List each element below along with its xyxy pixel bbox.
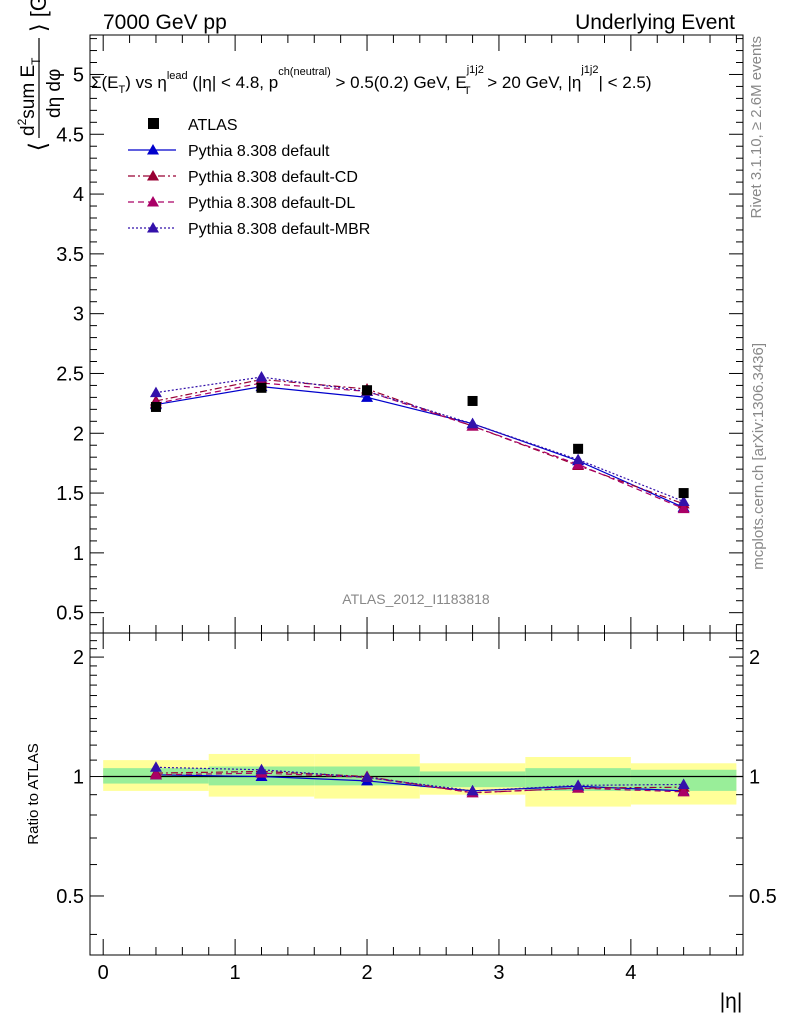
main-series-marker: [149, 386, 162, 398]
ratio-series-marker: [677, 785, 690, 797]
legend-entry-label: Pythia 8.308 default-MBR: [188, 221, 370, 238]
svg-text:⟨: ⟨: [25, 142, 52, 151]
ratio-ytick-label: 2: [73, 647, 84, 669]
legend: ATLAS Pythia 8.308 default Pythia 8.308 de…: [128, 117, 370, 238]
ratio-series-marker: [572, 779, 585, 790]
main-ytick-label: 3.5: [56, 244, 84, 266]
main-ytick-label: 5: [73, 64, 84, 86]
ratio-band-inner: [419, 771, 526, 788]
mcplots-label: mcplots.cern.ch [arXiv:1306.3436]: [750, 343, 767, 570]
main-ytick-label: 4: [73, 184, 84, 206]
main-ytick-label: 1: [73, 543, 84, 565]
main-series-marker: [572, 453, 585, 465]
main-series-marker: [255, 371, 268, 382]
ratio-series-line: [155, 774, 684, 792]
xtick-label: 2: [361, 962, 372, 984]
main-panel: 0.5 1 1.5 2 2.5 3 3.5 4 4.5 5 Σ(ET) vs ηlead (|η|…: [15, 0, 744, 634]
main-series-line: [155, 386, 684, 508]
main-y-axis-label: ⟨ d2sum ET dη dφ ⟩ [GeV]: [15, 0, 65, 151]
data-point-marker: [362, 385, 373, 396]
y-label-denominator: dη dφ: [44, 69, 65, 118]
legend-marker-data: [148, 118, 159, 129]
ratio-series-marker: [466, 784, 479, 796]
y-label-numerator: d2sum ET: [15, 57, 43, 136]
legend-entry-label: Pythia 8.308 default: [188, 143, 330, 160]
ratio-plot-frame: [89, 632, 744, 956]
main-ytick-label: 4.5: [56, 124, 84, 146]
main-ytick-label: 3: [73, 304, 84, 326]
legend-entry-label: ATLAS: [188, 117, 238, 134]
ratio-ytick-label-right: 1: [749, 767, 760, 789]
data-point-marker: [573, 443, 584, 454]
ratio-ytick-label-right: 0.5: [749, 886, 777, 908]
xtick-label: 0: [98, 962, 109, 984]
data-point-marker: [256, 382, 267, 393]
legend-entry-label: Pythia 8.308 default-DL: [188, 195, 355, 212]
main-series-marker: [677, 502, 690, 514]
legend-marker: [147, 170, 159, 181]
ratio-series-line: [155, 770, 684, 794]
ratio-series-line: [155, 766, 684, 792]
xtick-label: 1: [230, 962, 241, 984]
main-ytick-label: 0.5: [56, 603, 84, 625]
main-series-marker: [361, 391, 374, 402]
main-series-marker: [466, 417, 479, 429]
ratio-series-marker: [361, 771, 374, 782]
ratio-ytick-label-right: 2: [749, 647, 760, 669]
ratio-series-marker: [149, 761, 162, 772]
ratio-series-marker: [149, 768, 162, 780]
xtick-label: 3: [493, 962, 504, 984]
ratio-ytick-label: 1: [73, 767, 84, 789]
main-series-marker: [677, 495, 690, 506]
legend-marker: [147, 196, 159, 207]
header-right-label: Underlying Event: [575, 11, 735, 34]
main-series-line: [155, 376, 684, 502]
data-point-marker: [678, 488, 689, 499]
ratio-ytick-label: 0.5: [56, 886, 84, 908]
legend-entry-label: Pythia 8.308 default-CD: [188, 169, 358, 186]
header-left-label: 7000 GeV pp: [103, 11, 227, 34]
main-ytick-label: 1.5: [56, 483, 84, 505]
ratio-panel: 0.5 0.5 1 1 2 2 0 1 2 3 4 Ratio to ATLAS |η|: [25, 632, 777, 1013]
main-ytick-label: 2.5: [56, 363, 84, 385]
ratio-y-axis-label: Ratio to ATLAS: [25, 743, 42, 844]
ratio-series-marker: [255, 763, 268, 775]
ratio-series-line: [155, 772, 684, 794]
plot-title: Σ(ET) vs ηlead (|η| < 4.8, pch(neutral) …: [91, 64, 652, 97]
legend-marker: [147, 222, 159, 233]
data-point-marker: [150, 401, 161, 412]
data-point-marker: [467, 395, 478, 406]
svg-text:⟩ [GeV]: ⟩ [GeV]: [26, 0, 51, 32]
analysis-watermark: ATLAS_2012_I1183818: [342, 591, 490, 607]
rivet-label: Rivet 3.1.10, ≥ 2.6M events: [748, 36, 765, 219]
ratio-series-marker: [677, 778, 690, 789]
x-axis-label: |η|: [720, 990, 743, 1013]
legend-marker: [147, 144, 159, 155]
main-ytick-label: 2: [73, 423, 84, 445]
main-series-line: [155, 378, 684, 505]
main-series-line: [155, 382, 684, 510]
xtick-label: 4: [625, 962, 636, 984]
